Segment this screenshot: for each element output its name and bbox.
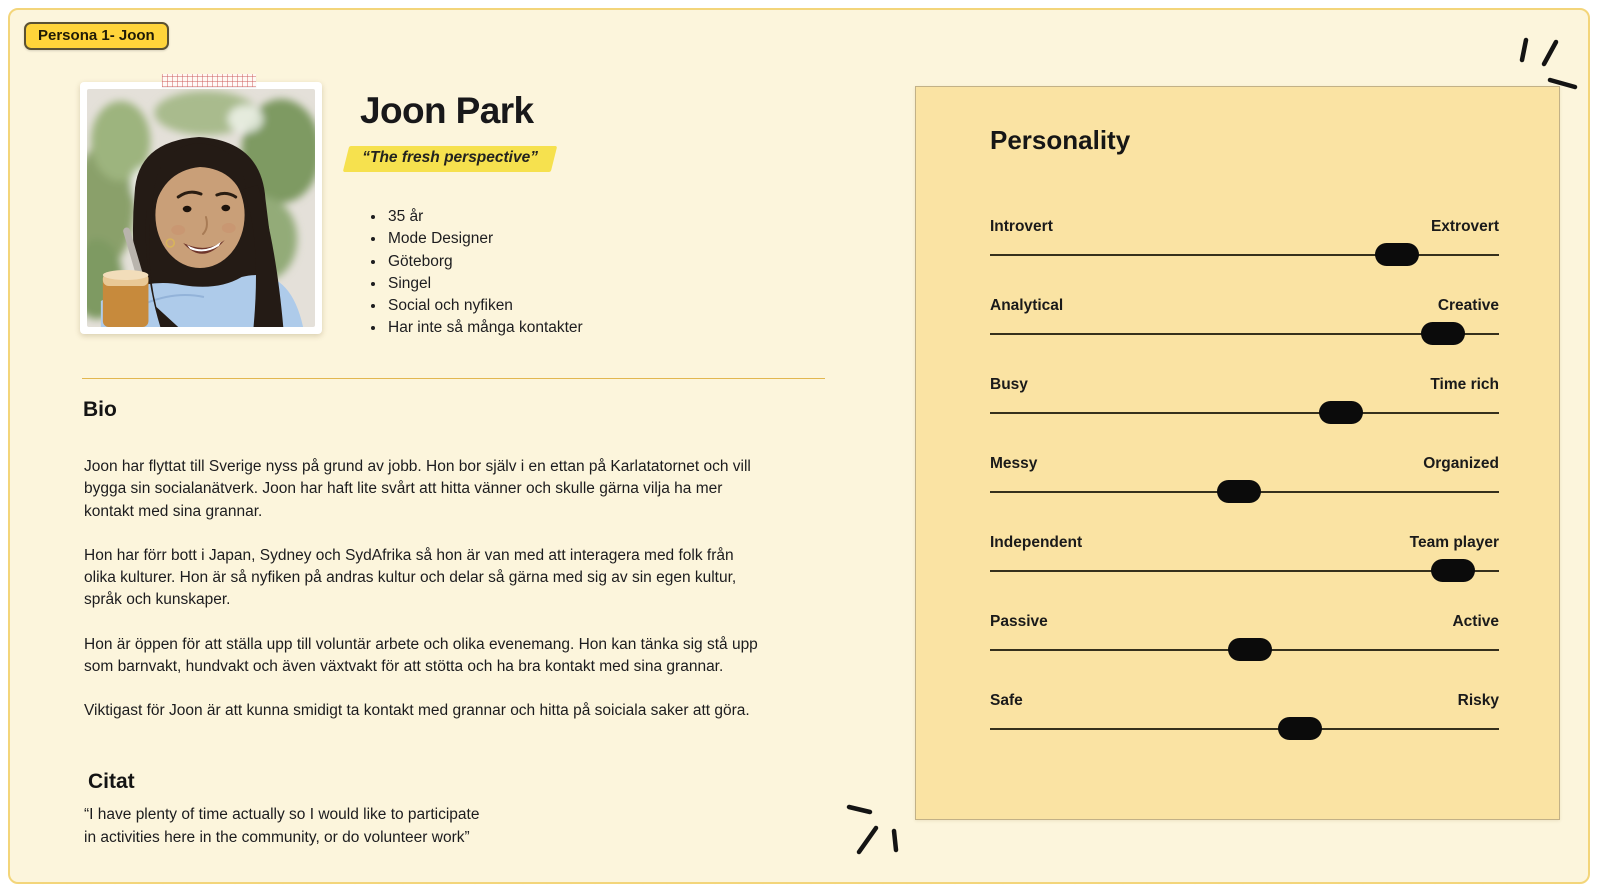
trait-slider-track[interactable] <box>990 559 1499 583</box>
trait-right-label: Extrovert <box>1430 218 1499 235</box>
trait-left-label: Messy <box>990 455 1038 472</box>
trait-row-safe-risky: Safe Risky <box>990 690 1499 741</box>
bio-paragraph: Viktigast för Joon är att kunna smidigt … <box>84 702 750 720</box>
trait-right-label: Active <box>1452 613 1499 630</box>
trait-slider-marker[interactable] <box>1217 480 1262 503</box>
trait-row-independent-teamplayer: Independent Team player <box>990 532 1499 583</box>
persona-facts-list: 35 år Mode Designer Göteborg Singel Soci… <box>368 206 583 340</box>
persona-photo <box>80 82 322 334</box>
quote-line: “I have plenty of time actually so I wou… <box>84 806 480 823</box>
trait-left-label: Independent <box>990 534 1083 551</box>
trait-row-busy-timerich: Busy Time rich <box>990 374 1499 425</box>
trait-left-label: Introvert <box>990 218 1053 235</box>
trait-row-analytical-creative: Analytical Creative <box>990 295 1499 346</box>
trait-slider-track[interactable] <box>990 401 1499 425</box>
trait-left-label: Safe <box>990 692 1023 709</box>
quote-line: in activities here in the community, or … <box>84 828 470 846</box>
trait-left-label: Busy <box>990 376 1028 393</box>
trait-slider-track[interactable] <box>990 322 1499 346</box>
trait-right-label: Risky <box>1457 692 1499 709</box>
trait-right-label: Time rich <box>1430 376 1499 393</box>
personality-panel: Personality Introvert Extrovert Analytic… <box>915 86 1560 820</box>
trait-slider-marker[interactable] <box>1421 322 1465 345</box>
trait-left-label: Passive <box>990 613 1048 630</box>
trait-slider-marker[interactable] <box>1431 559 1476 582</box>
trait-left-label: Analytical <box>990 297 1064 314</box>
personality-heading: Personality <box>990 125 1131 155</box>
fact-item: Göteborg <box>386 251 583 273</box>
bio-paragraph: Hon är öppen för att ställa upp till vol… <box>84 635 758 676</box>
citat-quote: “I have plenty of time actually so I wou… <box>84 804 479 849</box>
fact-item: 35 år <box>386 206 583 228</box>
persona-badge-label: Persona 1- Joon <box>38 27 155 44</box>
fact-item: Mode Designer <box>386 228 583 250</box>
persona-name: Joon Park <box>360 90 534 131</box>
portrait-illustration <box>87 89 315 327</box>
fact-item: Har inte så många kontakter <box>386 317 583 339</box>
trait-right-label: Team player <box>1409 534 1499 551</box>
bio-heading: Bio <box>83 398 117 421</box>
bio-paragraph: Hon har förr bott i Japan, Sydney och Sy… <box>84 546 737 609</box>
trait-slider-marker[interactable] <box>1227 638 1272 661</box>
tagline-text: “The fresh perspective” <box>362 149 538 166</box>
trait-row-passive-active: Passive Active <box>990 611 1499 662</box>
bio-paragraph: Joon har flyttat till Sverige nyss på gr… <box>84 458 751 520</box>
persona-page: Persona 1- Joon <box>8 8 1590 884</box>
tape-decoration <box>162 74 256 87</box>
fact-item: Singel <box>386 273 583 295</box>
trait-right-label: Organized <box>1423 455 1499 472</box>
persona-badge[interactable]: Persona 1- Joon <box>24 22 169 50</box>
trait-row-messy-organized: Messy Organized <box>990 453 1499 504</box>
trait-row-introvert-extrovert: Introvert Extrovert <box>990 216 1499 267</box>
trait-slider-marker[interactable] <box>1319 401 1364 424</box>
trait-slider-track[interactable] <box>990 243 1499 267</box>
trait-slider-track[interactable] <box>990 717 1499 741</box>
persona-tagline: “The fresh perspective” <box>342 146 557 172</box>
fact-item: Social och nyfiken <box>386 295 583 317</box>
trait-slider-track[interactable] <box>990 480 1499 504</box>
tagline-highlight: “The fresh perspective” <box>342 146 557 172</box>
trait-slider-track[interactable] <box>990 638 1499 662</box>
trait-slider-marker[interactable] <box>1278 717 1323 740</box>
section-divider <box>82 378 825 379</box>
bio-text: Joon har flyttat till Sverige nyss på gr… <box>84 456 766 745</box>
citat-heading: Citat <box>88 770 135 793</box>
trait-right-label: Creative <box>1437 297 1499 314</box>
trait-slider-marker[interactable] <box>1375 243 1420 266</box>
